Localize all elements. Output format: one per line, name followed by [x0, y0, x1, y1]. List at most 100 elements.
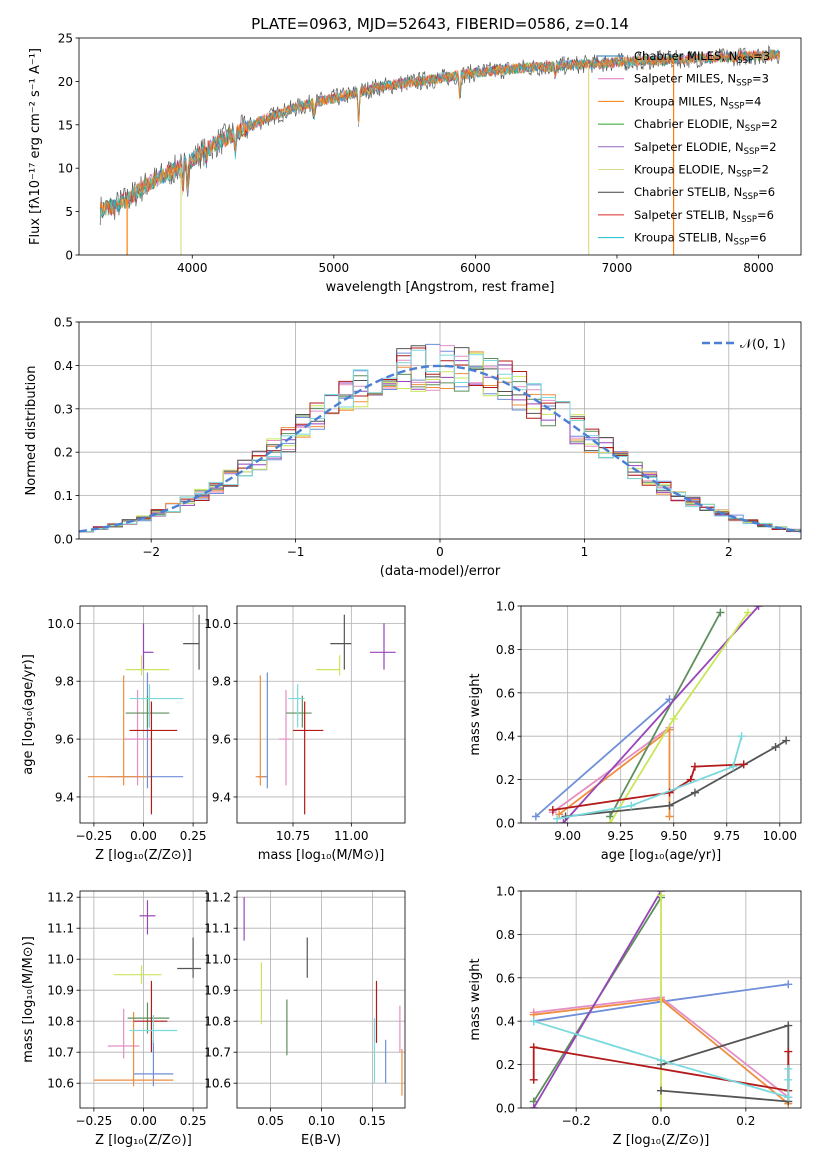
axes-massweight-age: 9.00 9.25 9.50 9.75 10.00 0.0 0.2 0.4 0.6 0.8 1.0 a… — [468, 600, 802, 863]
legend-text: Chabrier ELODIE, N — [634, 117, 745, 131]
legend-text: =4 — [744, 94, 761, 108]
y-tick-label: 0.2 — [54, 446, 73, 460]
mass-weight-line — [609, 612, 722, 817]
plus-marker — [665, 695, 674, 704]
spectrum-line — [99, 49, 781, 217]
plus-marker — [739, 760, 748, 769]
plus-marker — [690, 788, 699, 797]
plot-area-mass-EBV — [243, 897, 403, 1096]
plus-marker — [555, 810, 564, 819]
y-tick-label: 11.0 — [204, 953, 231, 967]
legend-text: =2 — [752, 163, 769, 177]
legend-text: Chabrier STELIB, N — [634, 185, 742, 199]
axes-mass-EBV: 0.05 0.10 0.15 10.6 10.7 10.8 10.9 11.0 11.1 11.2… — [204, 890, 406, 1148]
legend-text: =6 — [749, 231, 766, 245]
y-tick-label: 5 — [65, 205, 73, 219]
mass-weight-line — [535, 698, 671, 818]
legend-text: Salpeter MILES, N — [634, 72, 736, 86]
y-tick-label: 0 — [65, 249, 73, 263]
plot-area-spectrum — [99, 44, 781, 255]
plus-marker — [529, 1043, 538, 1052]
plus-marker — [784, 1021, 793, 1030]
y-tick-label: 10.9 — [204, 984, 231, 998]
plus-marker — [553, 814, 562, 823]
legend-label: 𝒩(0, 1) — [740, 336, 786, 351]
legend-text: =6 — [758, 185, 775, 199]
x-tick-label: −0.25 — [76, 1114, 113, 1128]
legend-subscript: SSP — [744, 147, 760, 157]
y-axis-label: Flux [fλ10⁻¹⁷ erg cm⁻² s⁻¹ A⁻¹] — [28, 48, 43, 245]
legend-text: =2 — [760, 140, 777, 154]
y-tick-label: 0.2 — [496, 1058, 515, 1072]
legend-text: Kroupa MILES, N — [634, 94, 729, 108]
legend-text: Kroupa STELIB, N — [634, 231, 734, 245]
plus-marker — [784, 1093, 793, 1102]
y-tick-label: 10.8 — [204, 1015, 231, 1029]
legend-label: Salpeter ELODIE, NSSP=2 — [634, 140, 777, 157]
legend-subscript: SSP — [737, 56, 753, 66]
plus-marker — [771, 743, 780, 752]
x-tick-label: 0.25 — [180, 829, 207, 843]
mass-weight-line — [609, 611, 749, 823]
y-tick-label: 0.2 — [496, 773, 515, 787]
y-axis-label: mass [log₁₀(M/M⊙)] — [21, 936, 36, 1063]
y-tick-label: 10.6 — [47, 1077, 74, 1091]
y-tick-label: 0.8 — [496, 928, 515, 942]
axes-mass-Z: −0.25 0.00 0.25 10.6 10.7 10.8 10.9 11.0 11.1 11.… — [21, 890, 208, 1148]
figure-title: PLATE=0963, MJD=52643, FIBERID=0586, z=0… — [251, 15, 629, 33]
spectrum-line — [99, 49, 781, 218]
legend-label: Salpeter STELIB, NSSP=6 — [634, 208, 774, 225]
axes-age-mass: 10.75 11.00 9.4 9.6 9.8 10.0 mass [log₁₀(M/M⊙)… — [204, 605, 406, 863]
plot-area-massweight-age — [531, 606, 791, 823]
y-tick-label: 9.6 — [212, 733, 231, 747]
x-tick-label: 9.00 — [554, 829, 581, 843]
legend-text: =3 — [753, 49, 770, 63]
x-tick-label: −1 — [287, 545, 305, 559]
plus-marker — [657, 1056, 665, 1065]
x-tick-label: 0.25 — [180, 1114, 207, 1128]
y-tick-label: 0.0 — [496, 817, 515, 831]
x-tick-label: 0.00 — [130, 829, 157, 843]
x-tick-label: 9.50 — [660, 829, 687, 843]
plus-marker — [784, 980, 793, 989]
plus-marker — [531, 812, 540, 821]
legend-subscript: SSP — [729, 101, 745, 111]
mass-weight-line — [558, 727, 671, 817]
plot-area-residuals — [79, 343, 801, 533]
y-tick-label: 20 — [58, 75, 73, 89]
y-tick-label: 1.0 — [496, 600, 515, 614]
plus-marker — [754, 606, 763, 610]
x-tick-label: 0.05 — [257, 1114, 284, 1128]
plus-marker — [784, 1064, 793, 1073]
plus-marker — [784, 1047, 793, 1056]
x-tick-label: 9.25 — [607, 829, 634, 843]
axes-massweight-Z: −0.2 0.0 0.2 0.0 0.2 0.4 0.6 0.8 1.0 Z [log₁₀(Z/Z… — [468, 885, 802, 1148]
x-tick-label: 8000 — [743, 261, 774, 275]
y-tick-label: 15 — [58, 118, 73, 132]
plus-marker — [669, 714, 678, 723]
x-axis-label: Z [log₁₀(Z/Z⊙)] — [95, 1133, 192, 1148]
normal-curve — [79, 364, 801, 533]
x-tick-label: −0.25 — [76, 829, 113, 843]
plot-area-age-mass — [255, 614, 396, 815]
axes-frame — [236, 605, 406, 824]
plus-marker — [529, 1075, 538, 1084]
legend-subscript: SSP — [742, 192, 758, 202]
plus-marker — [606, 819, 615, 823]
x-tick-label: 0.10 — [308, 1114, 335, 1128]
legend-label: Salpeter MILES, NSSP=3 — [634, 72, 769, 89]
x-tick-label: 5000 — [319, 261, 350, 275]
mass-weight-line — [532, 891, 662, 1108]
axes-frame — [236, 890, 406, 1109]
residual-legend: 𝒩(0, 1) — [702, 336, 786, 351]
x-axis-label: Z [log₁₀(Z/Z⊙)] — [95, 848, 192, 863]
y-tick-label: 10.7 — [47, 1046, 74, 1060]
y-axis-label: Normed distribution — [24, 366, 39, 496]
x-tick-label: 0.0 — [651, 1114, 670, 1128]
y-tick-label: 0.3 — [54, 402, 73, 416]
mass-weight-line — [562, 606, 760, 823]
y-tick-label: 11.1 — [47, 922, 74, 936]
plot-area-age-Z — [87, 614, 200, 815]
x-tick-label: 9.75 — [713, 829, 740, 843]
y-tick-label: 0.1 — [54, 489, 73, 503]
